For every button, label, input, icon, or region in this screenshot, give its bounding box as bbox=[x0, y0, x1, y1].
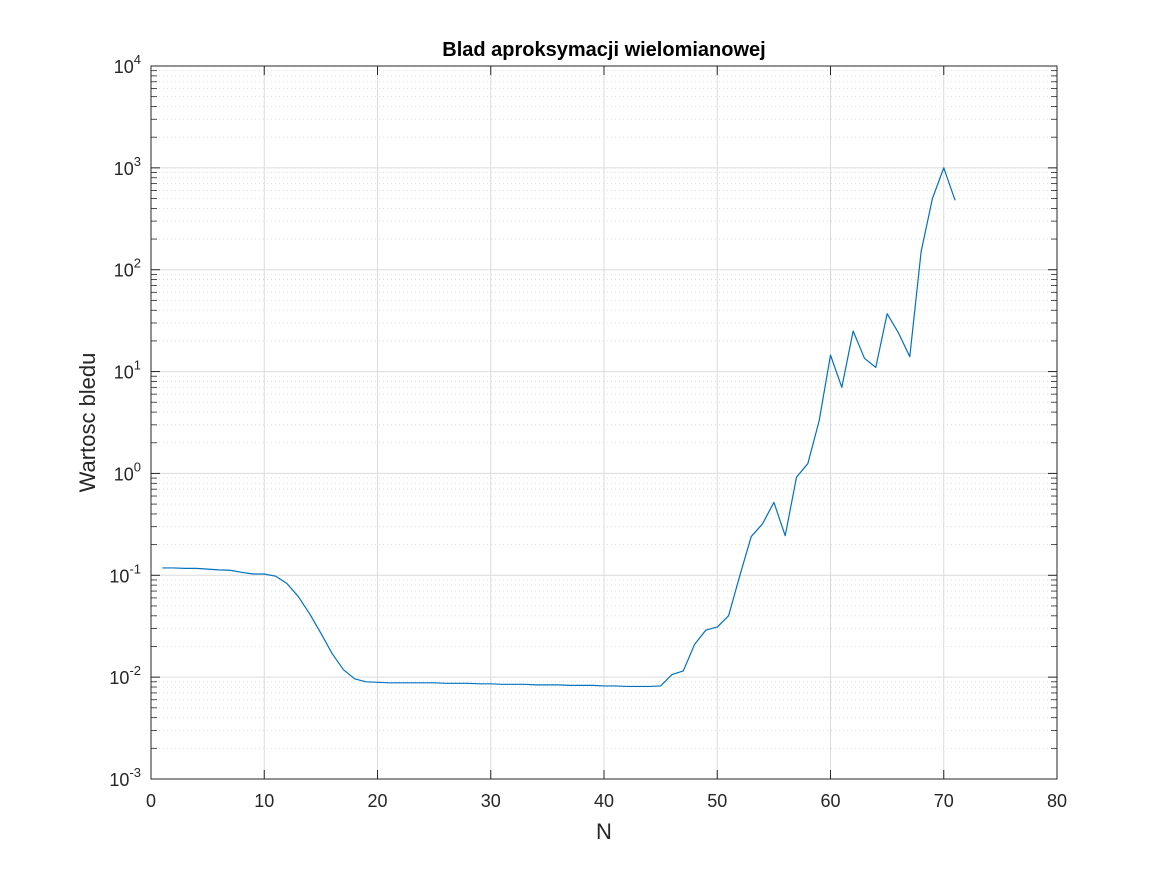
x-tick-label: 0 bbox=[146, 791, 156, 811]
x-tick-label: 10 bbox=[254, 791, 274, 811]
x-tick-label: 40 bbox=[594, 791, 614, 811]
y-tick-label: 104 bbox=[114, 52, 141, 77]
y-tick-labels: 10-3 10-2 10-1 100 101 102 103 104 bbox=[109, 52, 141, 790]
x-tick-label: 20 bbox=[367, 791, 387, 811]
x-axis-label: N bbox=[596, 819, 612, 844]
major-grid bbox=[151, 66, 1057, 779]
chart-title: Blad aproksymacji wielomianowej bbox=[442, 39, 765, 61]
y-tick-label: 103 bbox=[114, 154, 141, 179]
y-axis-label: Wartosc bledu bbox=[75, 353, 100, 493]
x-tick-label: 70 bbox=[934, 791, 954, 811]
x-tick-label: 60 bbox=[820, 791, 840, 811]
x-tick-label: 30 bbox=[481, 791, 501, 811]
y-tick-label: 101 bbox=[114, 358, 141, 383]
x-tick-label: 80 bbox=[1047, 791, 1067, 811]
x-tick-label: 50 bbox=[707, 791, 727, 811]
ticks bbox=[150, 65, 1058, 780]
series-group bbox=[162, 167, 956, 688]
series-line bbox=[162, 167, 956, 688]
y-tick-label: 10-1 bbox=[109, 561, 141, 586]
y-tick-label: 10-3 bbox=[109, 765, 141, 790]
x-tick-labels: 0 10 20 30 40 50 60 70 80 bbox=[146, 791, 1067, 811]
y-tick-label: 10-2 bbox=[109, 663, 141, 688]
y-tick-label: 102 bbox=[114, 256, 141, 281]
y-tick-label: 100 bbox=[114, 459, 141, 484]
